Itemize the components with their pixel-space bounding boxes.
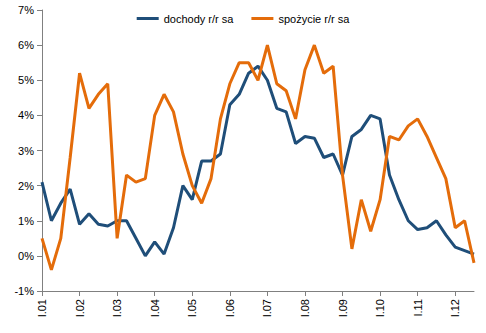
svg-text:6%: 6% (18, 39, 34, 51)
svg-text:4%: 4% (18, 109, 34, 121)
svg-text:I.07: I.07 (261, 299, 273, 317)
svg-text:-1%: -1% (14, 285, 34, 297)
svg-text:I.10: I.10 (374, 299, 386, 317)
svg-text:I.04: I.04 (149, 299, 161, 317)
svg-text:2%: 2% (18, 180, 34, 192)
svg-text:I.12: I.12 (449, 299, 461, 317)
svg-text:7%: 7% (18, 4, 34, 16)
svg-text:I.03: I.03 (111, 299, 123, 317)
svg-text:I.11: I.11 (412, 299, 424, 317)
svg-text:dochody r/r sa: dochody r/r sa (164, 13, 235, 25)
svg-text:I.02: I.02 (74, 299, 86, 317)
svg-text:1%: 1% (18, 215, 34, 227)
svg-text:I.01: I.01 (36, 299, 48, 317)
svg-text:I.09: I.09 (337, 299, 349, 317)
svg-text:3%: 3% (18, 145, 34, 157)
svg-text:spożycie r/r sa: spożycie r/r sa (278, 13, 350, 25)
svg-text:0%: 0% (18, 250, 34, 262)
svg-text:I.08: I.08 (299, 299, 311, 317)
svg-text:I.06: I.06 (224, 299, 236, 317)
svg-text:I.05: I.05 (186, 299, 198, 317)
svg-text:5%: 5% (18, 74, 34, 86)
